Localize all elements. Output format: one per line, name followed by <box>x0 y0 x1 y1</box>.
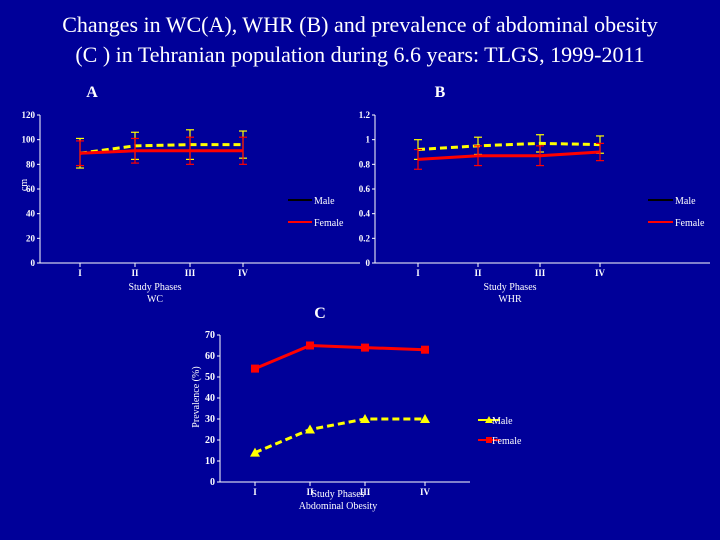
legend-label: Male <box>314 196 335 207</box>
y-tick-label: 60 <box>205 351 215 362</box>
data-point <box>361 343 369 352</box>
x-tick-label: IV <box>238 268 249 278</box>
series-female <box>251 341 429 373</box>
y-tick-label: 120 <box>22 110 36 120</box>
panel-label: C <box>314 305 326 322</box>
legend-marker <box>486 437 492 443</box>
legend-female: Female <box>648 218 705 229</box>
y-axis-label: cm <box>19 179 30 191</box>
series-line <box>254 417 425 454</box>
y-tick-label: 80 <box>26 159 36 169</box>
x-tick-label: III <box>360 487 371 497</box>
y-axis-label: Prevalence (%) <box>191 366 202 427</box>
data-point <box>306 341 314 350</box>
x-axis-label: Study Phases <box>311 489 364 500</box>
x-axis-label: Abdominal Obesity <box>299 501 378 512</box>
y-tick-label: 20 <box>205 435 215 446</box>
panel-label: B <box>435 84 446 101</box>
x-tick-label: IV <box>595 268 606 278</box>
series-male <box>250 414 430 457</box>
legend-male: Male <box>648 196 696 207</box>
x-tick-label: IV <box>420 487 431 497</box>
data-point <box>421 345 429 354</box>
series-line <box>417 141 601 152</box>
legend-label: Female <box>314 218 344 229</box>
x-tick-label: I <box>416 268 420 278</box>
y-tick-label: 40 <box>205 393 215 404</box>
legend-male: Male <box>288 196 335 207</box>
x-axis-label: Study Phases <box>483 282 536 293</box>
y-tick-label: 0.8 <box>359 159 371 169</box>
slide-title-line-1: Changes in WC(A), WHR (B) and prevalence… <box>62 12 658 37</box>
x-tick-label: III <box>185 268 196 278</box>
series-female <box>76 136 247 167</box>
panel-label: A <box>86 84 98 101</box>
y-tick-label: 0.6 <box>359 184 371 194</box>
series-male <box>76 129 247 169</box>
y-tick-label: 30 <box>205 414 215 425</box>
y-tick-label: 100 <box>22 135 36 145</box>
data-point <box>305 424 315 434</box>
x-tick-label: II <box>306 487 314 497</box>
y-tick-label: 0 <box>31 258 36 268</box>
y-tick-label: 20 <box>26 233 36 243</box>
legend-marker <box>485 416 493 423</box>
x-tick-label: II <box>474 268 482 278</box>
legend-label: Male <box>492 416 513 427</box>
x-tick-label: I <box>253 487 257 497</box>
data-point <box>360 414 370 423</box>
y-tick-label: 0 <box>210 477 215 488</box>
series-line <box>79 149 243 155</box>
legend-label: Male <box>675 196 696 207</box>
y-tick-label: 1.2 <box>359 110 371 120</box>
y-tick-label: 40 <box>26 209 36 219</box>
series-line <box>254 343 426 370</box>
data-point <box>251 364 259 373</box>
y-tick-label: 0 <box>366 258 371 268</box>
legend-male: Male <box>478 416 513 427</box>
series-line <box>79 143 243 155</box>
legend-label: Female <box>675 218 705 229</box>
y-tick-label: 0.4 <box>359 209 371 219</box>
y-tick-label: 50 <box>205 372 215 383</box>
y-tick-label: 60 <box>26 184 36 194</box>
series-female <box>414 142 604 170</box>
x-tick-label: III <box>535 268 546 278</box>
legend-female: Female <box>288 218 344 229</box>
x-tick-label: I <box>78 268 82 278</box>
data-point <box>250 447 260 457</box>
slide-title: Changes in WC(A), WHR (B) and prevalence… <box>0 10 720 70</box>
x-axis-label: WC <box>147 294 163 305</box>
x-axis-label: Study Phases <box>128 282 181 293</box>
data-point <box>420 414 430 423</box>
y-tick-label: 0.2 <box>359 233 371 243</box>
series-line <box>417 150 601 161</box>
x-tick-label: II <box>131 268 139 278</box>
y-tick-label: 70 <box>205 330 215 341</box>
x-axis-label: WHR <box>498 294 522 305</box>
y-tick-label: 10 <box>205 456 215 467</box>
legend-female: Female <box>478 436 522 447</box>
y-tick-label: 1 <box>366 135 371 145</box>
slide-title-line-2: (C ) in Tehranian population during 6.6 … <box>75 42 645 67</box>
legend-label: Female <box>492 436 522 447</box>
